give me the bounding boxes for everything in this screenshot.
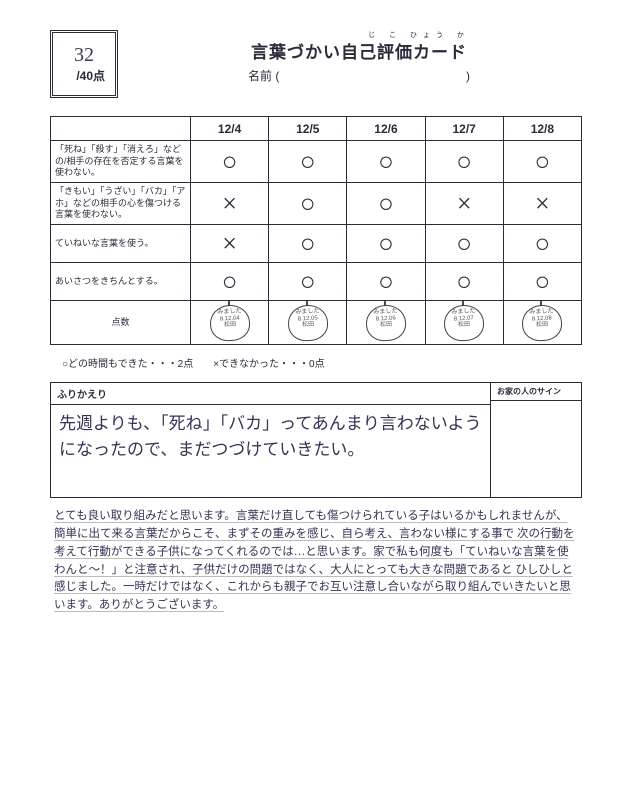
mark-cell: × (191, 225, 269, 263)
title-block: じ こ ひょう か 言葉づかい自己評価カード 名前 ( ) (136, 30, 582, 84)
criteria-label-0: 「死ね」「殺す」「消えろ」などの/相手の存在を否定する言葉を使わない。 (51, 141, 191, 183)
table-row: 「きもい」「うざい」「バカ」「アホ」などの相手の心を傷つける言葉を使わない。 ×… (51, 183, 582, 225)
mark-cell: ○ (425, 225, 503, 263)
mark-cell: × (191, 183, 269, 225)
title-main: 言葉づかい自己評価カード (136, 38, 582, 63)
stamp-cell: みました8.12.04松田 (191, 301, 269, 345)
table-row: あいさつをきちんとする。 ○ ○ ○ ○ ○ (51, 263, 582, 301)
mark-cell: ○ (347, 141, 425, 183)
table-row: ていねいな言葉を使う。 × ○ ○ ○ ○ (51, 225, 582, 263)
mark-cell: ○ (503, 141, 581, 183)
score-box: 32 /40点 (50, 30, 118, 98)
mark-cell: ○ (347, 263, 425, 301)
score-value: 32 (74, 44, 94, 67)
date-col-3: 12/7 (425, 117, 503, 141)
score-row: 点数 みました8.12.04松田 みました8.12.05松田 みました8.12.… (51, 301, 582, 345)
date-col-4: 12/8 (503, 117, 581, 141)
stamp-icon: みました8.12.08松田 (521, 304, 563, 342)
mark-cell: ○ (425, 141, 503, 183)
score-denominator: /40点 (76, 67, 105, 84)
name-line: 名前 ( ) (136, 67, 582, 84)
mark-cell: ○ (191, 141, 269, 183)
table-header-row: 12/4 12/5 12/6 12/7 12/8 (51, 117, 582, 141)
stamp-cell: みました8.12.06松田 (347, 301, 425, 345)
parent-comment: とても良い取り組みだと思います。言葉だけ直しても傷つけられている子はいるかもしれ… (50, 508, 582, 615)
mark-cell: ○ (269, 263, 347, 301)
legend-text: ○どの時間もできた・・・2点 ×できなかった・・・0点 (62, 355, 582, 370)
mark-cell: × (503, 183, 581, 225)
mark-cell: ○ (347, 183, 425, 225)
reflection-box: ふりかえり 先週よりも、「死ね」「バカ」ってあんまり言わないようになったので、ま… (50, 382, 582, 498)
mark-cell: ○ (269, 141, 347, 183)
reflection-body: 先週よりも、「死ね」「バカ」ってあんまり言わないようになったので、まだつづけてい… (51, 405, 490, 497)
mark-cell: ○ (503, 225, 581, 263)
table-row: 「死ね」「殺す」「消えろ」などの/相手の存在を否定する言葉を使わない。 ○ ○ … (51, 141, 582, 183)
mark-cell: ○ (347, 225, 425, 263)
stamp-icon: みました8.12.05松田 (287, 304, 329, 342)
criteria-label-1: 「きもい」「うざい」「バカ」「アホ」などの相手の心を傷つける言葉を使わない。 (51, 183, 191, 225)
stamp-icon: みました8.12.06松田 (365, 304, 407, 342)
reflection-header: ふりかえり (51, 383, 490, 405)
mark-cell: ○ (269, 225, 347, 263)
stamp-icon: みました8.12.07松田 (443, 304, 485, 342)
stamp-cell: みました8.12.08松田 (503, 301, 581, 345)
mark-cell: ○ (503, 263, 581, 301)
mark-cell: × (425, 183, 503, 225)
criteria-label-3: あいさつをきちんとする。 (51, 263, 191, 301)
stamp-icon: みました8.12.04松田 (209, 304, 251, 342)
evaluation-table: 12/4 12/5 12/6 12/7 12/8 「死ね」「殺す」「消えろ」など… (50, 116, 582, 345)
score-row-label: 点数 (51, 301, 191, 345)
date-col-2: 12/6 (347, 117, 425, 141)
mark-cell: ○ (191, 263, 269, 301)
mark-cell: ○ (269, 183, 347, 225)
sign-header: お家の人のサイン (491, 383, 581, 401)
mark-cell: ○ (425, 263, 503, 301)
stamp-cell: みました8.12.07松田 (425, 301, 503, 345)
date-col-1: 12/5 (269, 117, 347, 141)
stamp-cell: みました8.12.05松田 (269, 301, 347, 345)
date-col-0: 12/4 (191, 117, 269, 141)
criteria-label-2: ていねいな言葉を使う。 (51, 225, 191, 263)
